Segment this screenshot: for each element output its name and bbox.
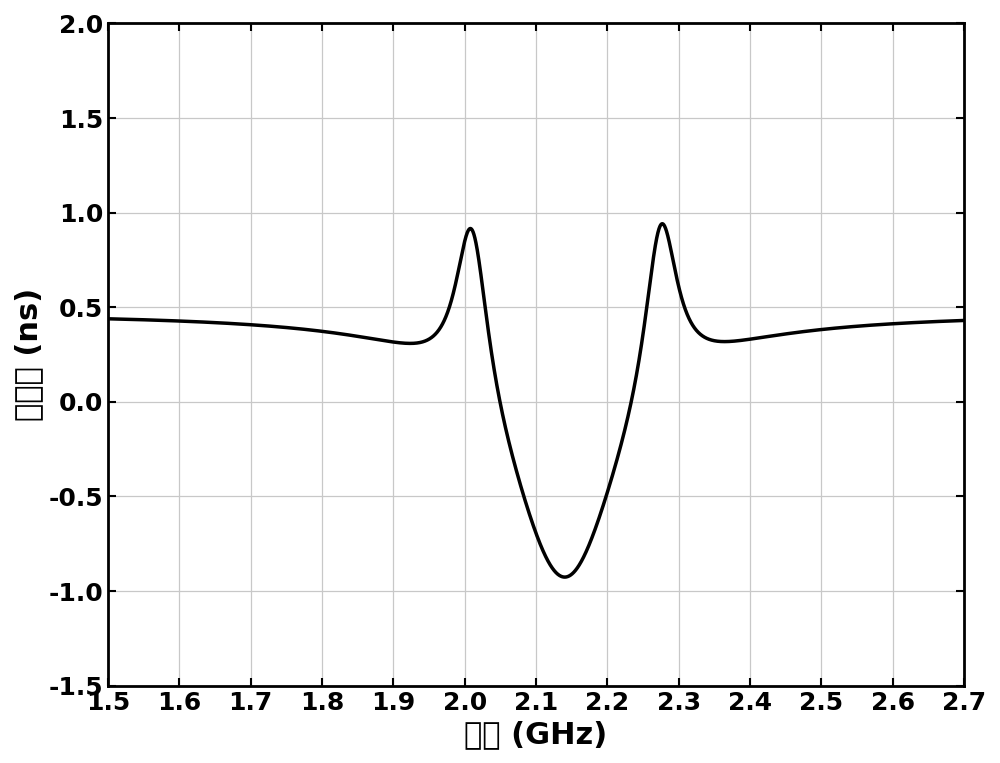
X-axis label: 频率 (GHz): 频率 (GHz) [464, 720, 608, 749]
Y-axis label: 群时延 (ns): 群时延 (ns) [14, 288, 43, 421]
